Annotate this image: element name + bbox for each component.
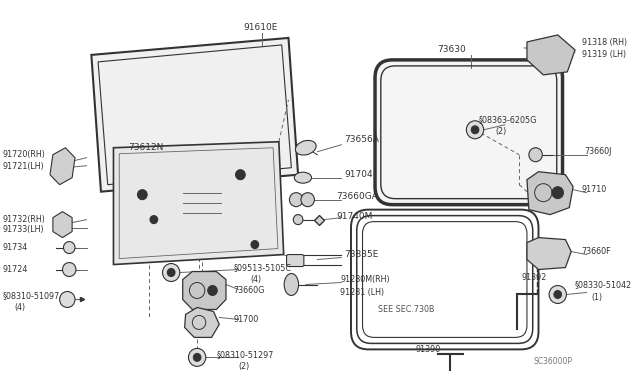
Polygon shape (527, 238, 571, 270)
Text: (4): (4) (15, 303, 26, 312)
Text: 73656A: 73656A (344, 135, 379, 144)
Polygon shape (50, 148, 75, 185)
Text: 73660G: 73660G (234, 286, 265, 295)
Text: §08363-6205G: §08363-6205G (479, 115, 537, 124)
Text: 91720(RH): 91720(RH) (3, 150, 45, 159)
Text: 91318 (RH): 91318 (RH) (582, 38, 627, 47)
Text: SC36000P: SC36000P (534, 357, 573, 366)
Circle shape (289, 193, 303, 206)
Polygon shape (53, 212, 72, 238)
Text: §08330-51042: §08330-51042 (575, 280, 632, 289)
Text: 91610E: 91610E (243, 23, 278, 32)
FancyBboxPatch shape (375, 60, 563, 205)
Text: 73835E: 73835E (344, 250, 379, 259)
Circle shape (554, 291, 561, 298)
Circle shape (529, 148, 542, 162)
Text: (2): (2) (239, 362, 250, 371)
Polygon shape (527, 35, 575, 75)
Text: 91704: 91704 (344, 170, 373, 179)
Text: 91724: 91724 (3, 265, 28, 274)
Circle shape (138, 190, 147, 200)
Text: SEE SEC.730B: SEE SEC.730B (378, 305, 435, 314)
Circle shape (63, 263, 76, 276)
Circle shape (193, 353, 201, 361)
Polygon shape (182, 272, 226, 310)
Text: (2): (2) (495, 127, 506, 136)
Text: 91710: 91710 (582, 185, 607, 194)
Circle shape (549, 285, 566, 304)
Circle shape (163, 263, 180, 282)
Text: 73630: 73630 (438, 45, 467, 54)
Text: 73660F: 73660F (582, 247, 611, 256)
Circle shape (467, 121, 484, 139)
Ellipse shape (284, 273, 299, 295)
Ellipse shape (294, 172, 312, 183)
Text: 91319 (LH): 91319 (LH) (582, 50, 626, 60)
Polygon shape (92, 38, 298, 192)
Text: 91732(RH): 91732(RH) (3, 215, 45, 224)
Circle shape (63, 241, 75, 254)
Text: (4): (4) (250, 275, 261, 284)
Circle shape (60, 292, 75, 308)
Ellipse shape (296, 140, 316, 155)
Text: 73660GA: 73660GA (337, 192, 378, 201)
Text: 91740M: 91740M (337, 212, 373, 221)
Circle shape (301, 193, 314, 206)
Text: 91721(LH): 91721(LH) (3, 162, 45, 171)
Circle shape (188, 349, 206, 366)
Text: 91280M(RH): 91280M(RH) (340, 275, 390, 284)
Text: (1): (1) (591, 293, 602, 302)
Text: 73660J: 73660J (585, 147, 612, 156)
FancyBboxPatch shape (287, 254, 304, 266)
Circle shape (236, 170, 245, 180)
Circle shape (150, 216, 157, 224)
Text: 73612N: 73612N (128, 143, 163, 152)
Polygon shape (527, 172, 573, 215)
Text: 91392: 91392 (521, 273, 547, 282)
Polygon shape (113, 142, 284, 264)
Text: 91390: 91390 (415, 345, 441, 354)
Text: §08310-51097: §08310-51097 (3, 291, 60, 300)
Text: 91734: 91734 (3, 243, 28, 252)
Polygon shape (184, 308, 220, 337)
Text: §08310-51297: §08310-51297 (216, 350, 274, 359)
Circle shape (293, 215, 303, 225)
Circle shape (208, 285, 218, 295)
Text: 91281 (LH): 91281 (LH) (340, 288, 385, 297)
Circle shape (471, 126, 479, 134)
Text: §09513-5105C: §09513-5105C (234, 263, 292, 272)
Text: 91733(LH): 91733(LH) (3, 225, 45, 234)
Circle shape (167, 269, 175, 276)
Text: 91700: 91700 (234, 315, 259, 324)
Circle shape (552, 187, 563, 199)
Circle shape (251, 241, 259, 248)
